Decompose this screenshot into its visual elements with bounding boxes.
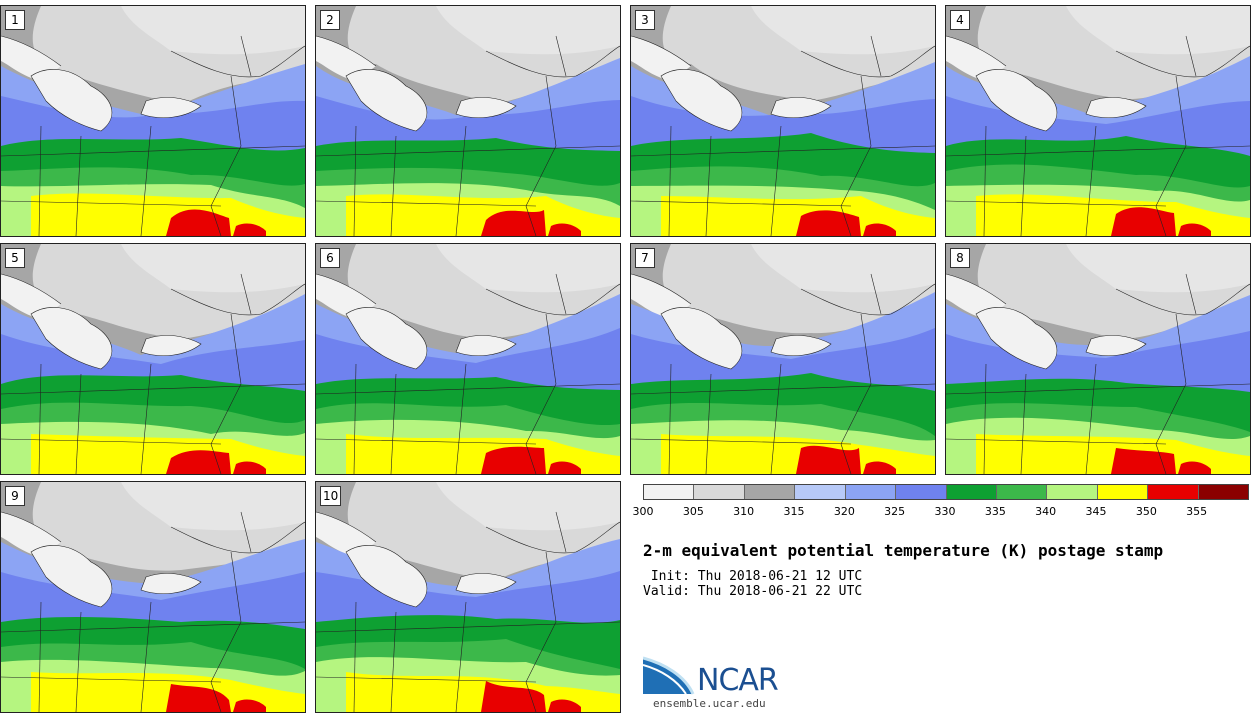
colorbar <box>643 484 1249 500</box>
colorbar-tick-label: 315 <box>783 505 805 518</box>
member-number: 4 <box>950 10 970 30</box>
member-number: 5 <box>5 248 25 268</box>
colorbar-tick-label: 355 <box>1186 505 1208 518</box>
map-panel[interactable]: 9 <box>0 481 306 713</box>
member-number: 2 <box>320 10 340 30</box>
colorbar-bin <box>946 485 997 499</box>
colorbar-bin <box>644 485 695 499</box>
colorbar-tick-label: 330 <box>934 505 956 518</box>
colorbar-bin <box>795 485 846 499</box>
member-number: 3 <box>635 10 655 30</box>
map-field <box>316 244 620 474</box>
site-url[interactable]: ensemble.ucar.edu <box>653 697 766 710</box>
valid-time: Valid: Thu 2018-06-21 22 UTC <box>643 584 863 599</box>
map-field <box>631 6 935 236</box>
colorbar-bin <box>1097 485 1149 499</box>
colorbar-bin <box>845 485 897 499</box>
map-field <box>946 244 1250 474</box>
colorbar-bin <box>1198 485 1249 499</box>
map-panel[interactable]: 1 <box>0 5 306 237</box>
colorbar-tick-label: 340 <box>1035 505 1057 518</box>
colorbar-tick-label: 300 <box>632 505 654 518</box>
map-field <box>631 244 935 474</box>
logo-text: NCAR <box>697 663 779 698</box>
colorbar-tick-label: 310 <box>733 505 755 518</box>
map-field <box>1 482 305 712</box>
member-number: 6 <box>320 248 340 268</box>
colorbar-ticks: 300 305 310 315 320 325 330 335 340 345 350 355 <box>633 505 1247 519</box>
colorbar-tick-label: 345 <box>1085 505 1107 518</box>
init-time: Init: Thu 2018-06-21 12 UTC <box>643 569 863 584</box>
colorbar-tick-label: 335 <box>984 505 1006 518</box>
member-number: 8 <box>950 248 970 268</box>
ncar-logo-icon <box>643 656 695 695</box>
figure-title: 2-m equivalent potential temperature (K)… <box>643 541 1164 560</box>
map-panel[interactable]: 10 <box>315 481 621 713</box>
colorbar-tick-label: 350 <box>1135 505 1157 518</box>
map-field <box>946 6 1250 236</box>
map-field <box>1 244 305 474</box>
map-field <box>316 482 620 712</box>
map-panel[interactable]: 2 <box>315 5 621 237</box>
colorbar-tick-label: 325 <box>884 505 906 518</box>
map-panel[interactable]: 3 <box>630 5 936 237</box>
map-panel[interactable]: 4 <box>945 5 1251 237</box>
colorbar-bin <box>1047 485 1098 499</box>
colorbar-tick-label: 305 <box>682 505 704 518</box>
member-number: 10 <box>320 486 342 506</box>
map-field <box>1 6 305 236</box>
colorbar-bin <box>996 485 1048 499</box>
map-panel[interactable]: 8 <box>945 243 1251 475</box>
map-panel[interactable]: 7 <box>630 243 936 475</box>
colorbar-bin <box>744 485 796 499</box>
colorbar-bin <box>1148 485 1199 499</box>
colorbar-bin <box>896 485 947 499</box>
map-panel[interactable]: 5 <box>0 243 306 475</box>
map-field <box>316 6 620 236</box>
member-number: 7 <box>635 248 655 268</box>
map-panel[interactable]: 6 <box>315 243 621 475</box>
colorbar-bin <box>694 485 745 499</box>
member-number: 1 <box>5 10 25 30</box>
member-number: 9 <box>5 486 25 506</box>
colorbar-tick-label: 320 <box>833 505 855 518</box>
